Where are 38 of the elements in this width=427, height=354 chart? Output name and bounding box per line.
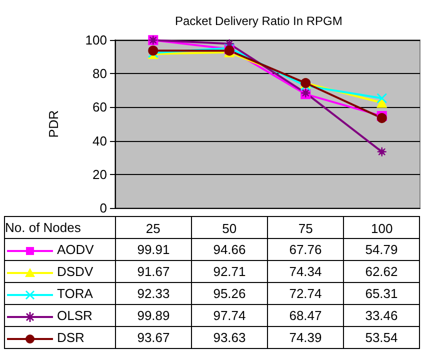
legend-label: DSDV	[4, 260, 116, 282]
data-label: 91.67	[116, 260, 192, 282]
y-axis-title: PDR	[46, 110, 61, 138]
y-tick-label: 100	[85, 32, 107, 48]
legend-label: DSR	[4, 326, 116, 348]
y-tick-label: 0	[100, 200, 107, 216]
data-label: 92.33	[116, 282, 192, 304]
data-label: 72.74	[268, 282, 344, 304]
data-label: 54.79	[344, 238, 420, 260]
data-label: 95.26	[192, 282, 268, 304]
legend-label: TORA	[4, 282, 116, 304]
legend-title: No. of Nodes	[4, 216, 116, 238]
legend-label: AODV	[4, 238, 116, 260]
data-label: 74.39	[268, 326, 344, 348]
legend-label: OLSR	[4, 304, 116, 326]
data-label: 94.66	[192, 238, 268, 260]
y-tick-label: 80	[92, 66, 107, 82]
data-label: 92.71	[192, 260, 268, 282]
chart-title: Packet Delivery Ratio In RPGM	[175, 14, 342, 28]
x-tick-label: 75	[298, 221, 313, 236]
data-label: 68.47	[268, 304, 344, 326]
data-label: 53.54	[344, 326, 420, 348]
y-tick-label: 60	[92, 100, 107, 115]
y-tick-label: 20	[92, 166, 107, 182]
data-label: 97.74	[192, 304, 268, 326]
data-label: 62.62	[344, 260, 420, 282]
data-label: 65.31	[344, 282, 420, 304]
data-label: 33.46	[344, 304, 420, 326]
x-tick-label: 100	[371, 221, 393, 236]
data-label: 99.91	[116, 238, 192, 260]
x-tick-label: 25	[146, 221, 160, 236]
y-tick-label: 40	[92, 133, 107, 148]
data-label: 93.67	[116, 326, 192, 348]
data-label: 74.34	[268, 260, 344, 282]
data-label: 67.76	[268, 238, 344, 260]
x-tick-label: 50	[222, 221, 237, 236]
data-label: 99.89	[116, 304, 192, 326]
data-label: 93.63	[192, 326, 268, 348]
